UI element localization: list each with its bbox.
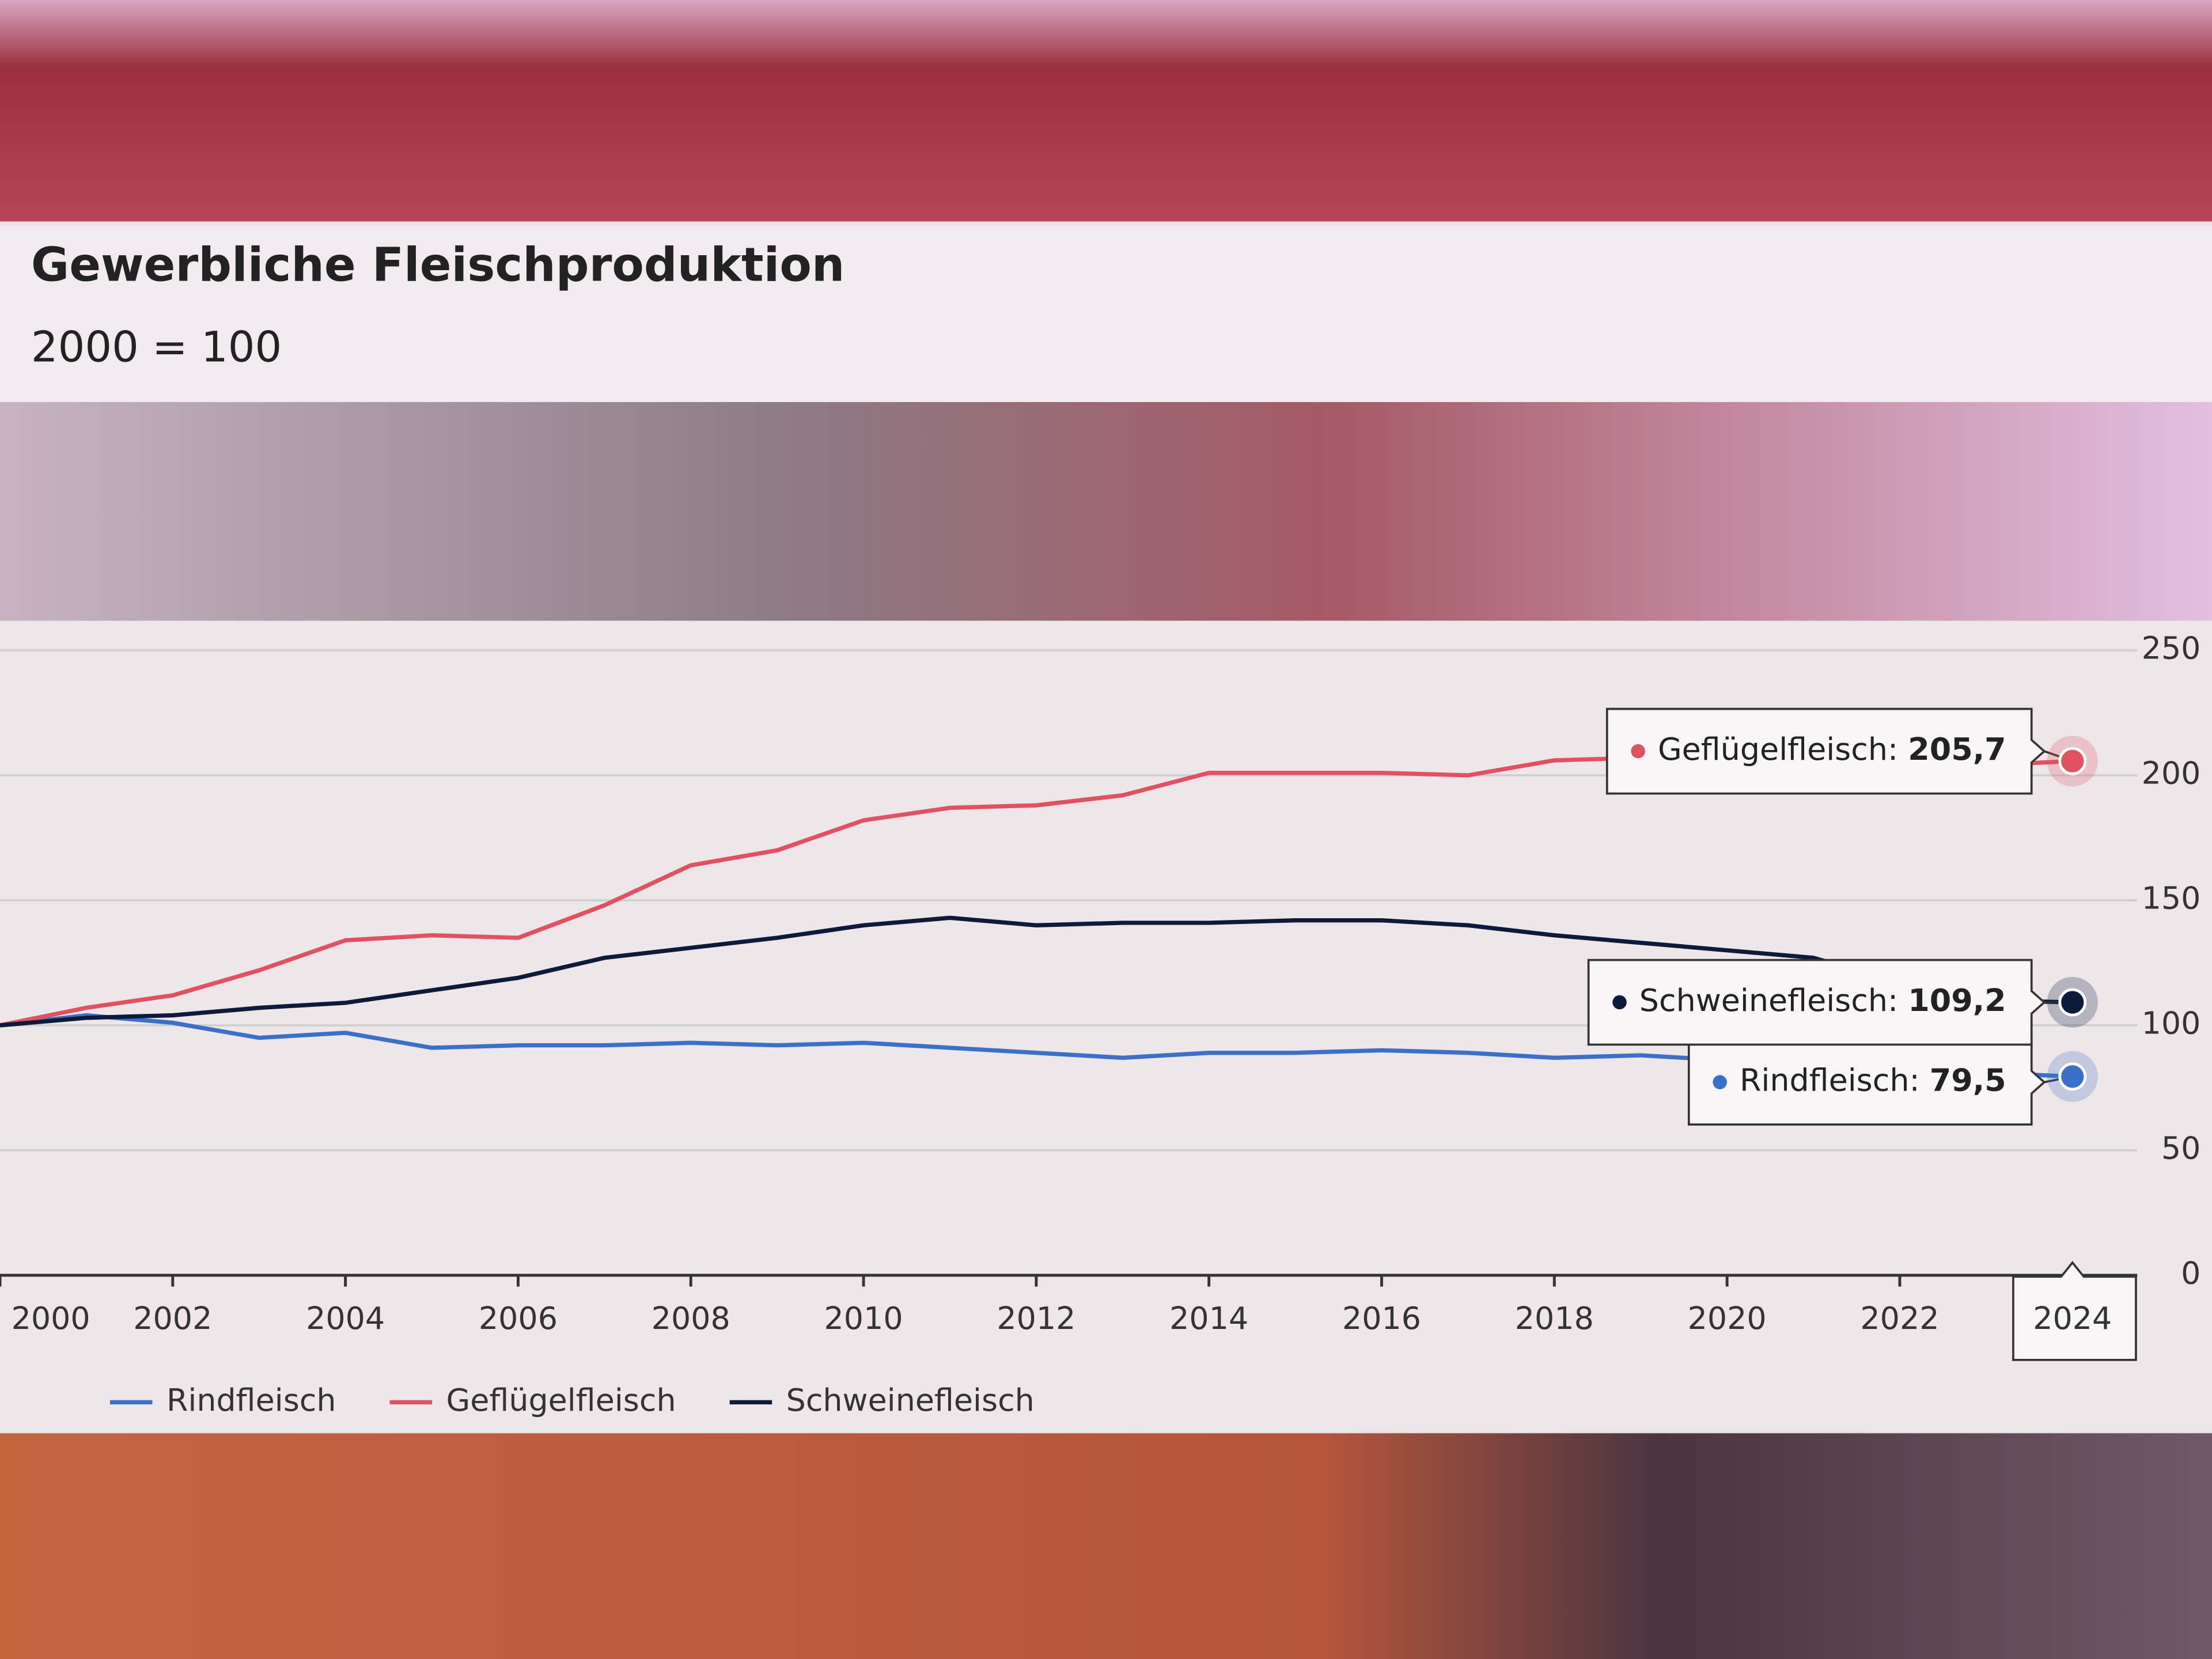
x-tick-label: 2000	[12, 1300, 90, 1336]
y-tick-label: 100	[2142, 1005, 2201, 1041]
tooltip-sep: :	[1888, 982, 1908, 1018]
tooltip-box	[1587, 959, 2046, 1046]
x-tick-label: 2022	[1860, 1300, 1939, 1336]
x-highlight-box	[2012, 1260, 2137, 1361]
legend-label: Schweinefleisch	[786, 1382, 1035, 1418]
tooltip-series-name: Schweinefleisch	[1639, 982, 1888, 1018]
plot-area: 0 50 100 150 200 250 2000 2002 2004 2006 2008 2010 2…	[0, 630, 2200, 1418]
x-tick-label: 2004	[306, 1300, 385, 1336]
photo-top	[0, 0, 2212, 226]
tooltip-dot	[1631, 744, 1645, 759]
x-tick-label: 2014	[1169, 1300, 1248, 1336]
tooltip-series-name: Geflügelfleisch	[1658, 731, 1888, 767]
title-band	[0, 221, 2212, 402]
tooltip-text: Schweinefleisch: 109,2	[1639, 982, 2006, 1018]
tooltip: Geflügelfleisch: 205,7	[1605, 707, 2046, 795]
x-tick-label: 2018	[1515, 1300, 1594, 1336]
tooltip-series-name: Rindfleisch	[1740, 1062, 1910, 1098]
tooltip: Schweinefleisch: 109,2	[1587, 959, 2046, 1046]
x-tick-label: 2016	[1342, 1300, 1421, 1336]
legend-label: Geflügelfleisch	[446, 1382, 676, 1418]
tooltip-value: 109,2	[1908, 982, 2006, 1018]
tooltip-dot	[1612, 995, 1627, 1010]
x-tick-label: 2024	[2033, 1300, 2112, 1336]
y-tick-label: 200	[2142, 755, 2201, 791]
legend-label: Rindfleisch	[166, 1382, 336, 1418]
end-point	[2058, 1062, 2087, 1091]
chart-subtitle: 2000 = 100	[31, 323, 282, 372]
x-tick-label: 2008	[652, 1300, 730, 1336]
tooltip-box	[1605, 707, 2046, 795]
tooltip-text: Geflügelfleisch: 205,7	[1658, 731, 2006, 767]
photo-middle	[0, 402, 2212, 628]
tooltip-sep: :	[1909, 1062, 1929, 1098]
y-tick-label: 150	[2142, 880, 2201, 916]
end-point	[2058, 988, 2087, 1017]
tooltip: Rindfleisch: 79,5	[1687, 1039, 2046, 1126]
tooltip-dot	[1713, 1075, 1727, 1089]
series-line	[0, 915, 2073, 1028]
y-tick-label: 0	[2181, 1255, 2200, 1291]
end-point	[2058, 747, 2087, 775]
x-tick-label: 2006	[479, 1300, 558, 1336]
tooltip-value: 205,7	[1908, 731, 2006, 767]
chart-title: Gewerbliche Fleischproduktion	[31, 238, 844, 292]
photo-bottom	[0, 1431, 2212, 1659]
x-tick-label: 2002	[133, 1300, 212, 1336]
tooltip-sep: :	[1888, 731, 1908, 767]
y-tick-label: 50	[2161, 1130, 2201, 1166]
tooltip-text: Rindfleisch: 79,5	[1740, 1062, 2006, 1098]
y-tick-label: 250	[2142, 630, 2201, 666]
tooltip-value: 79,5	[1930, 1062, 2006, 1098]
x-tick-label: 2020	[1688, 1300, 1767, 1336]
x-tick-label: 2010	[824, 1300, 903, 1336]
x-tick-label: 2012	[997, 1300, 1075, 1336]
